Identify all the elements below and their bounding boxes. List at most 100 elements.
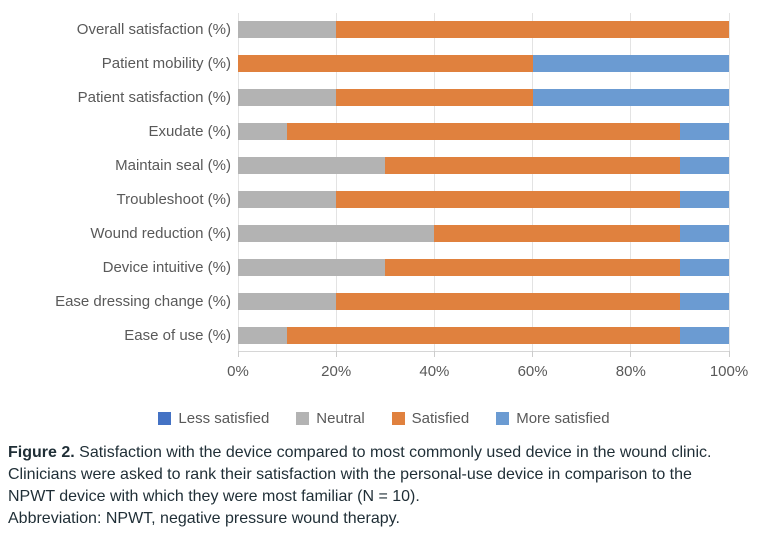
chart-row: Ease dressing change (%) xyxy=(0,284,729,318)
category-label: Wound reduction (%) xyxy=(90,224,231,242)
category-label: Device intuitive (%) xyxy=(102,258,231,276)
bar-segment-more-satisfied xyxy=(532,55,729,73)
caption-line-1: Figure 2. Satisfaction with the device c… xyxy=(8,442,764,464)
legend-swatch xyxy=(296,412,310,425)
bar-segment-satisfied xyxy=(385,157,680,175)
bar-segment-more-satisfied xyxy=(679,258,729,276)
legend-item: More satisfied xyxy=(496,410,610,427)
bar-track xyxy=(238,55,729,73)
gridline xyxy=(237,13,239,351)
caption-line-3: NPWT device with which they were most fa… xyxy=(8,488,420,505)
bar-segment-satisfied xyxy=(287,326,680,344)
axis-tick xyxy=(728,351,730,357)
caption-line-4: Abbreviation: NPWT, negative pressure wo… xyxy=(8,510,400,527)
legend-label: Less satisfied xyxy=(178,410,270,427)
x-axis-label: 40% xyxy=(419,363,450,380)
category-label: Patient mobility (%) xyxy=(101,55,231,73)
bar-segment-more-satisfied xyxy=(679,292,729,310)
x-axis-label: 60% xyxy=(517,363,548,380)
chart-row: Device intuitive (%) xyxy=(0,250,729,284)
legend-label: More satisfied xyxy=(516,410,610,427)
bar-segment-satisfied xyxy=(238,55,533,73)
legend-swatch xyxy=(158,412,172,425)
x-axis-label: 0% xyxy=(227,363,249,380)
chart-row: Exudate (%) xyxy=(0,115,729,149)
category-label: Ease dressing change (%) xyxy=(55,292,231,310)
legend-item: Satisfied xyxy=(391,410,470,427)
chart-row: Overall satisfaction (%) xyxy=(0,13,729,47)
bar-segment-satisfied xyxy=(336,292,680,310)
bar-track xyxy=(238,292,729,310)
bar-segment-neutral xyxy=(238,89,337,107)
chart-row: Maintain seal (%) xyxy=(0,149,729,183)
bar-segment-satisfied xyxy=(336,190,680,208)
chart-row: Ease of use (%) xyxy=(0,318,729,352)
grid-layer xyxy=(237,13,730,357)
bar-chart: Overall satisfaction (%) Patient mobility… xyxy=(0,13,729,352)
category-label: Ease of use (%) xyxy=(124,326,231,344)
category-label: Troubleshoot (%) xyxy=(116,190,232,208)
legend-swatch xyxy=(391,412,405,425)
bar-track xyxy=(238,190,729,208)
x-axis: 0% 20% 40% 60% 80% 100% xyxy=(227,363,748,383)
legend-item: Neutral xyxy=(296,410,365,427)
chart-row: Wound reduction (%) xyxy=(0,216,729,250)
category-label: Exudate (%) xyxy=(148,123,231,141)
category-label: Overall satisfaction (%) xyxy=(76,21,231,39)
bar-track xyxy=(238,157,729,175)
bar-track xyxy=(238,224,729,242)
bar-segment-satisfied xyxy=(336,89,533,107)
axis-tick xyxy=(630,351,632,357)
axis-tick xyxy=(532,351,534,357)
bar-segment-neutral xyxy=(238,123,288,141)
legend-label: Neutral xyxy=(316,410,365,427)
legend-label: Satisfied xyxy=(411,410,470,427)
bar-track xyxy=(238,123,729,141)
x-axis-label: 20% xyxy=(321,363,352,380)
bar-segment-more-satisfied xyxy=(679,190,729,208)
caption-text-1: Satisfaction with the device compared to… xyxy=(79,444,712,461)
bar-track xyxy=(238,21,729,39)
bar-segment-neutral xyxy=(238,224,435,242)
caption-figure-label: Figure 2. xyxy=(8,444,75,461)
legend-swatch xyxy=(496,412,510,425)
axis-tick xyxy=(237,351,239,357)
bar-segment-satisfied xyxy=(385,258,680,276)
axis-tick xyxy=(433,351,435,357)
bar-segment-satisfied xyxy=(336,21,729,39)
gridline xyxy=(728,13,730,351)
bar-segment-more-satisfied xyxy=(679,326,729,344)
gridline xyxy=(630,13,632,351)
bar-segment-more-satisfied xyxy=(532,89,729,107)
gridline xyxy=(532,13,534,351)
bar-track xyxy=(238,258,729,276)
legend: Less satisfied Neutral Satisfied More satis… xyxy=(0,410,768,427)
bar-segment-more-satisfied xyxy=(679,123,729,141)
bar-segment-more-satisfied xyxy=(679,157,729,175)
bar-segment-neutral xyxy=(238,21,337,39)
gridline xyxy=(433,13,435,351)
bar-segment-neutral xyxy=(238,190,337,208)
bar-track xyxy=(238,326,729,344)
bar-segment-neutral xyxy=(238,292,337,310)
bar-segment-neutral xyxy=(238,157,386,175)
bar-segment-neutral xyxy=(238,258,386,276)
caption-line-2: Clinicians were asked to rank their sati… xyxy=(8,466,692,483)
legend-item: Less satisfied xyxy=(158,410,269,427)
bar-segment-satisfied xyxy=(287,123,680,141)
bar-track xyxy=(238,89,729,107)
chart-row: Patient satisfaction (%) xyxy=(0,81,729,115)
figure-caption: Figure 2. Satisfaction with the device c… xyxy=(8,442,764,530)
category-label: Maintain seal (%) xyxy=(115,157,231,175)
chart-row: Troubleshoot (%) xyxy=(0,183,729,217)
bar-segment-more-satisfied xyxy=(679,224,729,242)
bar-segment-satisfied xyxy=(434,224,680,242)
axis-tick xyxy=(335,351,337,357)
x-axis-label: 80% xyxy=(615,363,646,380)
category-label: Patient satisfaction (%) xyxy=(77,89,231,107)
x-axis-label: 100% xyxy=(709,363,749,380)
bar-segment-neutral xyxy=(238,326,288,344)
gridline xyxy=(335,13,337,351)
chart-row: Patient mobility (%) xyxy=(0,47,729,81)
